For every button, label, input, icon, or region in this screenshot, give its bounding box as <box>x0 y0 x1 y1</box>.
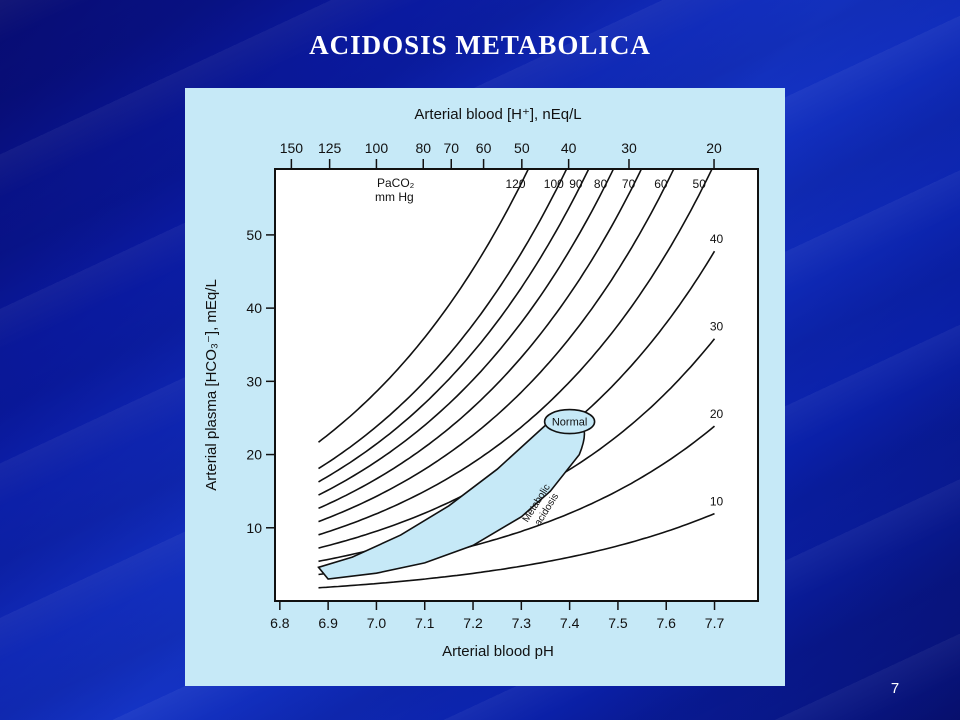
y-tick-label: 50 <box>246 227 262 243</box>
x-tick-label: 7.3 <box>512 615 532 631</box>
y-tick-label: 20 <box>246 447 262 463</box>
y-tick-label: 30 <box>246 373 262 389</box>
isobar-line-100 <box>318 169 568 470</box>
top-tick-label: 80 <box>415 140 431 156</box>
top-tick-label: 150 <box>280 140 304 156</box>
top-tick-label: 60 <box>476 140 492 156</box>
isobar-line-60 <box>318 169 675 523</box>
isobar-label-50: 50 <box>693 177 707 191</box>
x-tick-label: 7.2 <box>463 615 483 631</box>
isobar-label-80: 80 <box>594 177 608 191</box>
isobar-label-100: 100 <box>544 177 564 191</box>
y-tick-label: 10 <box>246 520 262 536</box>
x-axis-title: Arterial blood pH <box>442 643 554 660</box>
top-tick-label: 30 <box>621 140 637 156</box>
top-tick-label: 50 <box>514 140 530 156</box>
isobar-line-80 <box>318 169 615 496</box>
normal-zone <box>543 408 596 435</box>
top-axis-title: Arterial blood [H⁺], nEq/L <box>414 106 581 123</box>
normal-label: Normal <box>552 417 587 429</box>
top-tick-label: 70 <box>443 140 459 156</box>
isobar-legend-title: PaCO₂ <box>377 176 415 190</box>
isobar-label-90: 90 <box>569 177 583 191</box>
isobar-label-40: 40 <box>710 232 724 246</box>
isobar-label-60: 60 <box>654 177 668 191</box>
x-tick-label: 7.5 <box>608 615 628 631</box>
x-tick-label: 7.7 <box>705 615 725 631</box>
x-tick-label: 6.8 <box>270 615 290 631</box>
acid-base-nomogram: Arterial blood [H⁺], nEq/L 120 100 90 80 70 6… <box>203 106 759 660</box>
isobar-line-90 <box>318 169 590 483</box>
isobar-label-10: 10 <box>710 495 724 509</box>
isobar-label-30: 30 <box>710 320 724 334</box>
top-tick-label: 40 <box>561 140 577 156</box>
isobar-label-20: 20 <box>710 407 724 421</box>
chart-figure: Arterial blood [H⁺], nEq/L 120 100 90 80 70 6… <box>185 88 785 686</box>
top-tick-label: 100 <box>365 140 389 156</box>
isobar-label-70: 70 <box>622 177 636 191</box>
page-number: 7 <box>890 680 900 697</box>
x-tick-label: 6.9 <box>318 615 338 631</box>
isobar-line-120 <box>318 169 530 443</box>
x-tick-label: 7.4 <box>560 615 580 631</box>
isobar-line-70 <box>318 169 643 510</box>
top-tick-label: 125 <box>318 140 342 156</box>
x-tick-label: 7.6 <box>656 615 676 631</box>
isobar-label-120: 120 <box>505 177 525 191</box>
y-tick-label: 40 <box>246 300 262 316</box>
isobar-line-50 <box>318 169 713 536</box>
y-axis-title: Arterial plasma [HCO₃⁻], mEq/L <box>203 279 220 491</box>
plot-area <box>274 168 759 602</box>
isobar-line-10 <box>318 512 715 589</box>
x-tick-label: 7.1 <box>415 615 435 631</box>
x-tick-label: 7.0 <box>367 615 387 631</box>
slide-title: ACIDOSIS METABOLICA <box>309 30 651 60</box>
isobar-legend-unit: mm Hg <box>375 190 414 204</box>
top-tick-label: 20 <box>706 140 722 156</box>
